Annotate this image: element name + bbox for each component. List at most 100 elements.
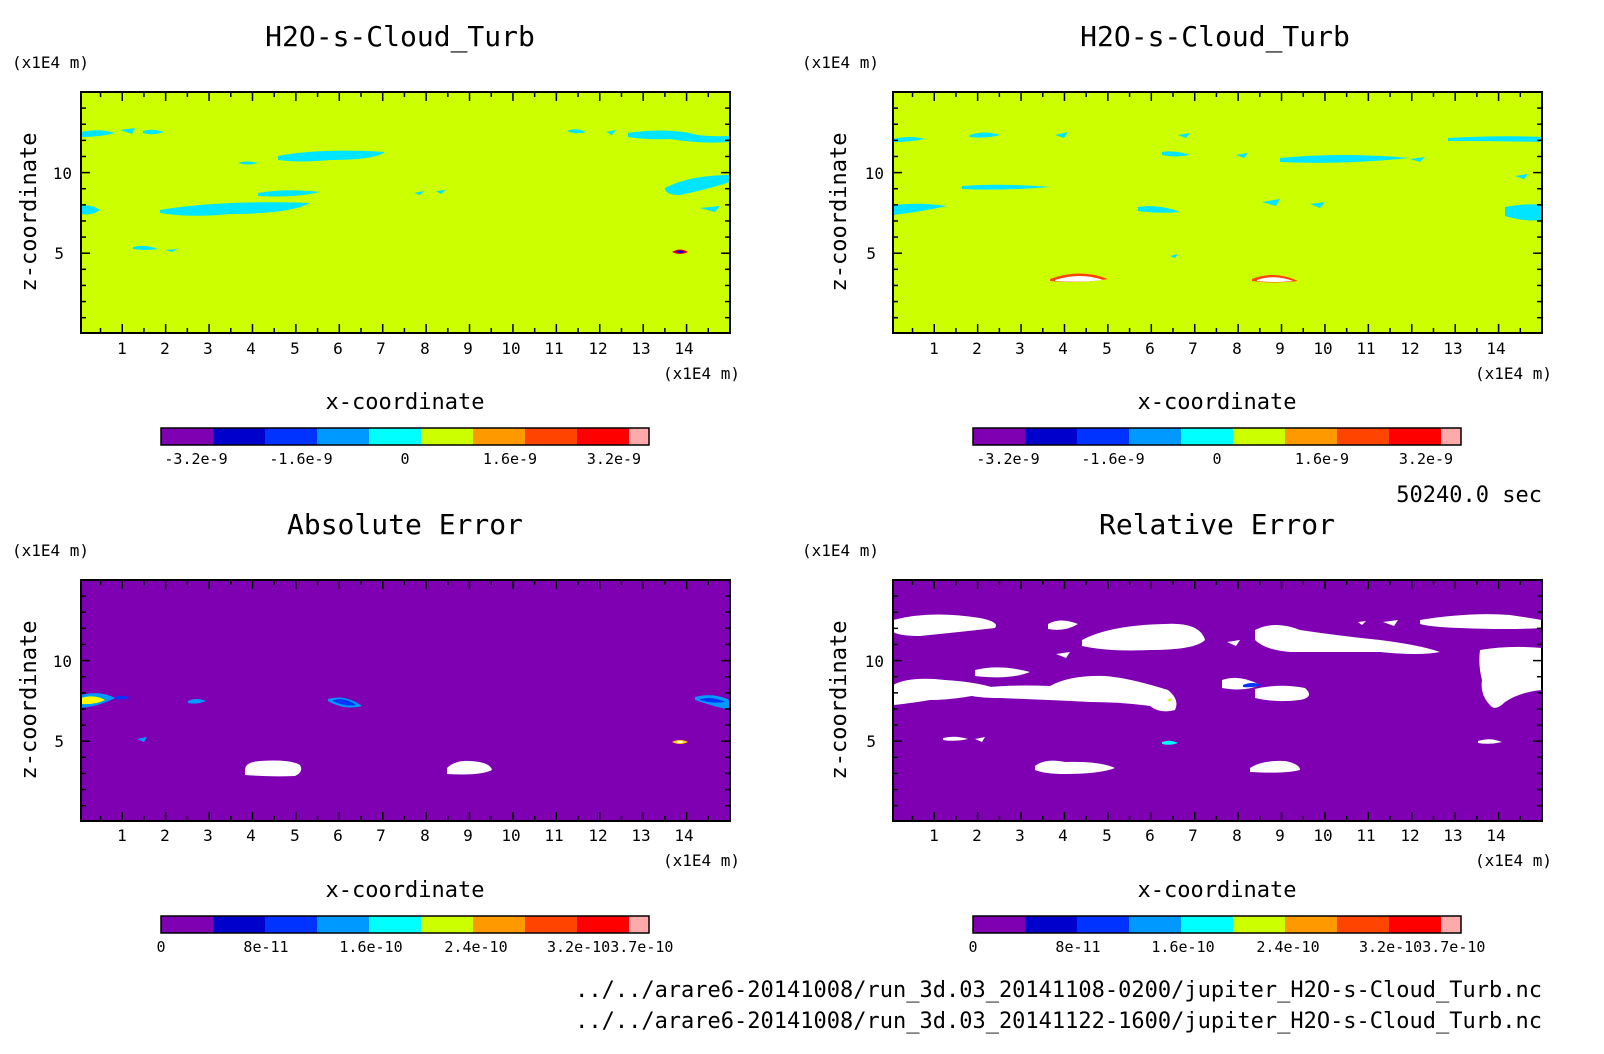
x-tick-label: 11 bbox=[1356, 826, 1375, 845]
panel-title: H2O-s-Cloud_Turb bbox=[265, 20, 535, 54]
time-stamp: 50240.0 sec bbox=[1396, 483, 1542, 508]
x-tick-label: 13 bbox=[631, 339, 650, 358]
x-tick-label: 2 bbox=[972, 339, 982, 358]
panel-top-right: H2O-s-Cloud_Turb (x1E4 m) bbox=[802, 20, 1552, 508]
x-tick-label: 6 bbox=[1145, 339, 1155, 358]
colorbar-swatch bbox=[369, 916, 421, 933]
colorbar-swatch bbox=[1285, 428, 1337, 445]
colorbar-swatch bbox=[1077, 916, 1129, 933]
colorbar-swatch bbox=[1181, 916, 1233, 933]
x-unit-label: (x1E4 m) bbox=[1475, 851, 1552, 870]
x-tick-label: 10 bbox=[1313, 826, 1332, 845]
colorbar-swatch bbox=[369, 428, 421, 445]
x-tick-label: 12 bbox=[588, 339, 607, 358]
x-tick-label: 14 bbox=[1486, 826, 1505, 845]
x-tick-label: 13 bbox=[1443, 826, 1462, 845]
x-unit-label: (x1E4 m) bbox=[1475, 364, 1552, 383]
colorbar bbox=[972, 427, 1462, 446]
x-tick-label: 5 bbox=[290, 826, 300, 845]
colorbar-swatch bbox=[1025, 916, 1077, 933]
colorbar-tick-label: 0 bbox=[968, 938, 977, 956]
y-axis-label: z-coordinate bbox=[827, 621, 852, 780]
plot-field bbox=[893, 580, 1542, 821]
colorbar-tick-label: 2.4e-10 bbox=[1256, 938, 1319, 956]
y-unit-label: (x1E4 m) bbox=[12, 53, 89, 72]
x-tick-labels: 1 2 3 4 5 6 7 8 9 10 11 12 13 14 bbox=[117, 339, 693, 358]
x-tick-marks bbox=[81, 92, 730, 333]
plot-frame bbox=[80, 579, 731, 822]
x-tick-label: 12 bbox=[1400, 826, 1419, 845]
colorbar-swatch bbox=[317, 916, 369, 933]
panel-bottom-right: Relative Error (x1E4 m) bbox=[802, 508, 1552, 956]
x-tick-label: 8 bbox=[1232, 826, 1242, 845]
x-axis-label: x-coordinate bbox=[1138, 878, 1297, 903]
y-tick-label: 10 bbox=[53, 164, 72, 183]
x-tick-label: 8 bbox=[420, 339, 430, 358]
x-tick-label: 2 bbox=[160, 826, 170, 845]
x-axis-label: x-coordinate bbox=[326, 390, 485, 415]
panel-top-left: H2O-s-Cloud_Turb (x1E4 m) bbox=[12, 20, 740, 468]
colorbar-tick-label: 3.2e-9 bbox=[1399, 450, 1453, 468]
colorbar-swatch bbox=[421, 428, 473, 445]
undefined-region bbox=[245, 760, 492, 777]
x-tick-labels: 1 2 3 4 5 6 7 8 9 10 11 12 13 14 bbox=[117, 826, 693, 845]
colorbar-swatch bbox=[1077, 428, 1129, 445]
colorbar-tick-label: 0 bbox=[156, 938, 165, 956]
colorbar-swatch bbox=[1389, 428, 1441, 445]
x-tick-label: 14 bbox=[674, 826, 693, 845]
colorbar-tick-label: 1.6e-9 bbox=[483, 450, 537, 468]
colorbar-swatch bbox=[1129, 916, 1181, 933]
colorbar-tick-label: 3.2e-9 bbox=[587, 450, 641, 468]
colorbar-swatch bbox=[1441, 916, 1461, 933]
colorbar-swatch bbox=[317, 428, 369, 445]
panel-bottom-left: Absolute Error (x1E4 m) 1 2 3 4 5 bbox=[12, 508, 740, 956]
x-tick-label: 4 bbox=[246, 826, 256, 845]
x-tick-label: 5 bbox=[290, 339, 300, 358]
x-tick-label: 11 bbox=[544, 826, 563, 845]
colorbar-swatch bbox=[525, 916, 577, 933]
panel-title: Relative Error bbox=[1099, 508, 1335, 541]
colorbar-tick-label: 0 bbox=[400, 450, 409, 468]
colorbar-swatch bbox=[265, 428, 317, 445]
x-tick-label: 13 bbox=[1443, 339, 1462, 358]
plot-field bbox=[81, 580, 730, 821]
colorbar-swatch bbox=[213, 428, 265, 445]
error-contours bbox=[81, 693, 730, 744]
colorbar-swatch bbox=[1441, 428, 1461, 445]
colorbar-swatch bbox=[1337, 916, 1389, 933]
y-tick-label: 10 bbox=[865, 652, 884, 671]
x-tick-label: 10 bbox=[501, 339, 520, 358]
colorbar-frame bbox=[972, 427, 1462, 446]
plot-frame bbox=[80, 91, 731, 334]
cloud-contours bbox=[893, 132, 1542, 258]
x-tick-marks bbox=[81, 580, 730, 821]
y-axis-label: z-coordinate bbox=[17, 621, 42, 780]
x-tick-label: 7 bbox=[1188, 339, 1198, 358]
x-tick-label: 6 bbox=[333, 826, 343, 845]
x-unit-label: (x1E4 m) bbox=[663, 851, 740, 870]
colorbar-swatch bbox=[473, 428, 525, 445]
y-unit-label: (x1E4 m) bbox=[12, 541, 89, 560]
panel-title: H2O-s-Cloud_Turb bbox=[1080, 20, 1350, 54]
x-tick-label: 5 bbox=[1102, 826, 1112, 845]
x-tick-label: 10 bbox=[501, 826, 520, 845]
colorbar-tick-labels: -3.2e-9 -1.6e-9 0 1.6e-9 3.2e-9 bbox=[976, 450, 1453, 468]
error-contours bbox=[1162, 683, 1262, 745]
colorbar-tick-label: 1.6e-10 bbox=[1151, 938, 1214, 956]
colorbar-tick-label: 0 bbox=[1212, 450, 1221, 468]
y-unit-label: (x1E4 m) bbox=[802, 541, 879, 560]
x-axis-label: x-coordinate bbox=[326, 878, 485, 903]
x-tick-label: 2 bbox=[972, 826, 982, 845]
colorbar-swatch bbox=[1337, 428, 1389, 445]
x-tick-label: 9 bbox=[1275, 826, 1285, 845]
undefined-region bbox=[893, 614, 1542, 774]
colorbar bbox=[160, 915, 650, 934]
colorbar-swatch bbox=[473, 916, 525, 933]
x-tick-label: 7 bbox=[376, 826, 386, 845]
x-tick-label: 1 bbox=[117, 826, 127, 845]
x-tick-label: 9 bbox=[1275, 339, 1285, 358]
colorbar-tick-label: 8e-11 bbox=[243, 938, 288, 956]
x-tick-label: 11 bbox=[1356, 339, 1375, 358]
colorbar-tick-label: 1.6e-10 bbox=[339, 938, 402, 956]
x-unit-label: (x1E4 m) bbox=[663, 364, 740, 383]
